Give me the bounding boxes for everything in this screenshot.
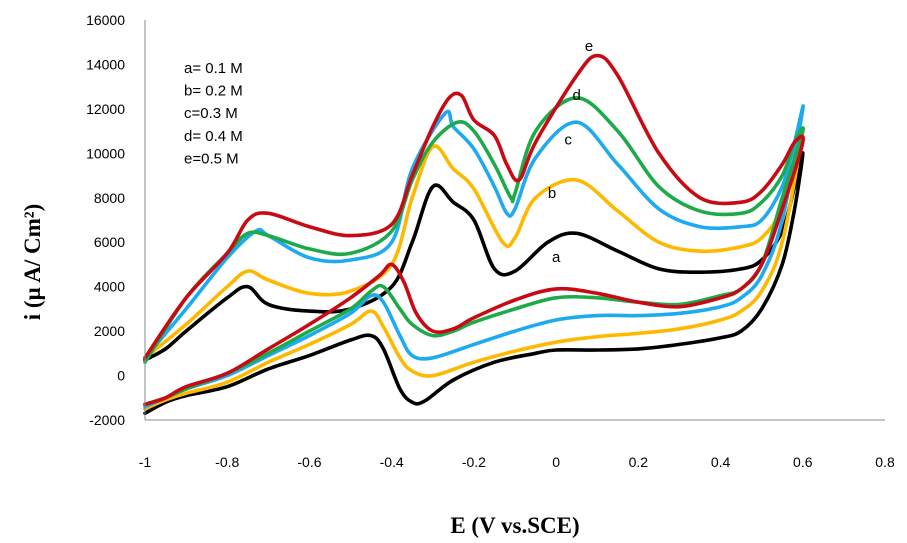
y-tick-label: 6000 [94, 234, 125, 250]
legend-entry: e=0.5 M [184, 150, 239, 167]
series-line-a [143, 151, 805, 416]
curve-label-b: b [548, 185, 556, 202]
legend: a= 0.1 M b= 0.2 M c=0.3 M d= 0.4 M e=0.5 M [184, 60, 243, 167]
x-tick-label: -0.6 [297, 454, 321, 470]
y-tick-label: -2000 [89, 412, 125, 428]
y-tick-label: 2000 [94, 323, 125, 339]
legend-entry: d= 0.4 M [184, 128, 243, 145]
y-tick-labels: -2000 0 2000 4000 6000 8000 10000 12000 14000 160… [86, 12, 125, 428]
x-tick-label: -0.8 [215, 454, 239, 470]
curve-label-c: c [564, 131, 572, 148]
y-tick-label: 14000 [86, 56, 125, 72]
curves-layer [143, 53, 805, 416]
curve-label-e: e [585, 38, 593, 55]
legend-entry: a= 0.1 M [184, 60, 243, 77]
x-tick-label: -0.4 [380, 454, 404, 470]
y-tick-label: 16000 [86, 12, 125, 28]
legend-entry: b= 0.2 M [184, 83, 243, 100]
curve-label-a: a [552, 249, 561, 266]
curve-labels: a b c d e [548, 38, 593, 266]
x-tick-label: 0.8 [875, 454, 895, 470]
x-tick-labels: -1 -0.8 -0.6 -0.4 -0.2 0 0.2 0.4 0.6 0.8 [139, 454, 895, 470]
y-tick-label: 4000 [94, 279, 125, 295]
y-tick-label: 0 [117, 368, 125, 384]
y-tick-label: 8000 [94, 190, 125, 206]
x-tick-label: 0.6 [793, 454, 813, 470]
x-tick-label: -1 [139, 454, 152, 470]
y-axis-title: i (µ A/ Cm²) [20, 204, 45, 321]
x-axis-title: E (V vs.SCE) [450, 513, 579, 538]
x-tick-label: 0.4 [711, 454, 731, 470]
y-tick-label: 12000 [86, 101, 125, 117]
legend-entry: c=0.3 M [184, 105, 238, 122]
x-tick-label: 0.2 [629, 454, 649, 470]
y-tick-label: 10000 [86, 145, 125, 161]
curve-label-d: d [573, 87, 581, 104]
x-tick-label: 0 [552, 454, 560, 470]
series-line-e [143, 53, 805, 407]
x-tick-label: -0.2 [462, 454, 486, 470]
